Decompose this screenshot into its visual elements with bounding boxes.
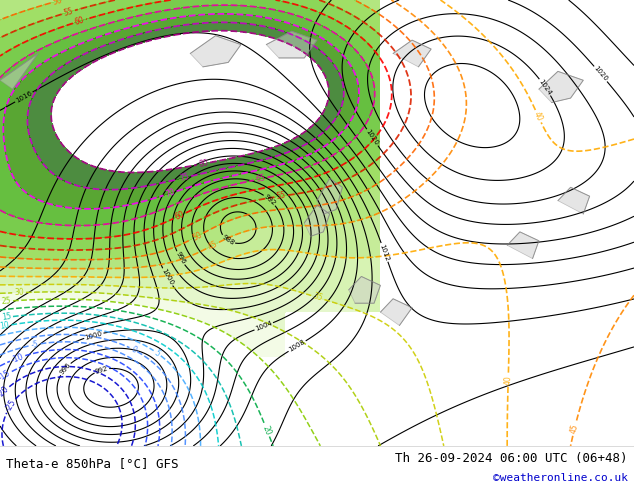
Polygon shape [539,72,583,102]
Text: 1020: 1020 [365,128,380,147]
Text: 80: 80 [198,158,209,169]
Text: 30: 30 [14,288,24,297]
Text: 20: 20 [261,424,273,436]
Text: 40: 40 [532,110,545,122]
Text: 1000: 1000 [84,330,103,341]
Text: -25: -25 [3,398,18,413]
Text: 996: 996 [58,362,72,376]
Text: 1004: 1004 [254,320,273,332]
Polygon shape [317,178,342,214]
Text: 1020: 1020 [593,65,609,83]
Text: 60: 60 [173,210,186,222]
Text: 50: 50 [191,230,204,243]
Polygon shape [304,205,330,236]
Text: -15: -15 [0,368,13,383]
Text: 70: 70 [164,188,176,199]
Text: 5: 5 [153,348,162,358]
Polygon shape [380,299,412,325]
Polygon shape [0,53,38,89]
Text: 60: 60 [74,16,86,27]
Text: 55: 55 [276,191,287,201]
Text: 992: 992 [262,194,276,207]
Polygon shape [507,232,539,259]
Text: 992: 992 [94,365,109,375]
Text: ©weatheronline.co.uk: ©weatheronline.co.uk [493,473,628,483]
Text: 1024: 1024 [538,78,553,96]
Text: 988: 988 [221,234,235,246]
Text: 45: 45 [569,423,580,435]
Polygon shape [558,187,590,214]
Polygon shape [190,36,241,67]
Text: 65: 65 [255,173,266,184]
Text: Th 26-09-2024 06:00 UTC (06+48): Th 26-09-2024 06:00 UTC (06+48) [395,452,628,465]
Text: 55: 55 [62,6,74,18]
Text: 996: 996 [174,251,186,266]
Text: 75: 75 [179,172,190,183]
Text: Theta-e 850hPa [°C] GFS: Theta-e 850hPa [°C] GFS [6,457,179,470]
Text: 40: 40 [503,375,513,385]
Text: -20: -20 [0,385,11,400]
Text: -10: -10 [10,352,25,365]
Text: 0: 0 [129,344,138,355]
Text: 45: 45 [207,239,219,251]
Text: 15: 15 [1,312,11,322]
Text: -5: -5 [30,340,39,350]
Text: 25: 25 [1,296,11,306]
Polygon shape [393,40,431,67]
Text: 1012: 1012 [378,243,391,262]
Text: 1000: 1000 [160,268,174,287]
Text: 1008: 1008 [288,339,306,353]
Polygon shape [266,31,317,58]
Text: 50: 50 [51,0,63,7]
Text: 35: 35 [312,292,324,303]
Polygon shape [349,276,380,303]
Text: 1016: 1016 [15,90,33,104]
Text: 10: 10 [0,320,10,331]
